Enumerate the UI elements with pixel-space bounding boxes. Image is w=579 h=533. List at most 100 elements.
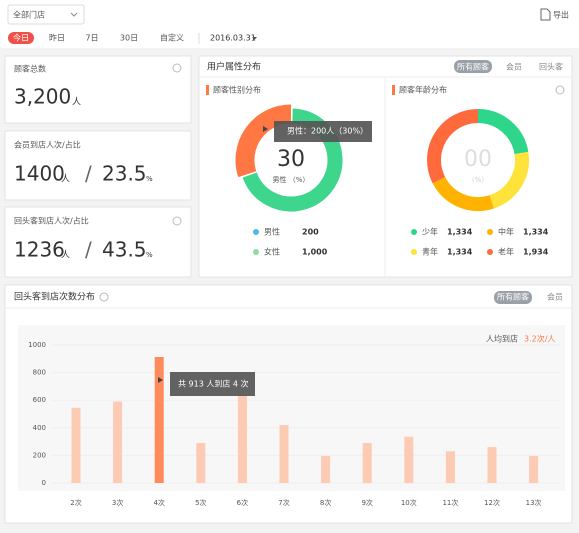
bar — [71, 407, 81, 483]
summary-label: 人均到店 — [486, 334, 518, 344]
legend-name: 老年 — [498, 247, 514, 257]
card-unit: 人 — [61, 250, 70, 261]
card-unit: 人 — [72, 97, 81, 108]
legend-dot — [253, 249, 259, 255]
panel-title: 回头客到店次数分布 — [14, 291, 95, 303]
date-tab[interactable]: 昨日 — [49, 33, 65, 43]
legend-name: 男性 — [264, 227, 280, 237]
toolbar — [0, 0, 579, 30]
card — [4, 206, 192, 278]
x-tick-label: 4次 — [153, 498, 164, 507]
bar — [362, 442, 372, 483]
help-icon[interactable] — [172, 216, 182, 226]
x-tick-label: 6次 — [237, 498, 248, 507]
card-sep: / — [85, 238, 92, 262]
bar — [154, 357, 164, 483]
accent — [392, 85, 395, 95]
legend-name: 少年 — [422, 227, 438, 237]
tab[interactable]: 会员 — [547, 292, 563, 302]
card-ratio-unit: % — [146, 251, 153, 259]
donut-center-label: 男性 （%） — [273, 175, 310, 184]
bar — [404, 436, 414, 483]
bar — [487, 447, 497, 483]
cursor — [263, 126, 268, 132]
cursor — [158, 377, 163, 383]
tab[interactable]: 所有顾客 — [457, 62, 489, 72]
card-ratio: 43.5 — [102, 238, 147, 262]
chevron — [70, 12, 78, 17]
legend-name: 中年 — [498, 227, 514, 237]
tooltip-text: 男性：200人（30%） — [287, 126, 368, 136]
tooltip — [170, 372, 255, 396]
y-tick-label: 800 — [33, 369, 46, 377]
tab[interactable]: 会员 — [506, 62, 522, 72]
store-label: 全部门店 — [13, 10, 45, 20]
card-sep: / — [85, 162, 92, 186]
section-title: 顾客年龄分布 — [399, 85, 447, 95]
card — [4, 55, 192, 124]
export-icon[interactable] — [540, 8, 551, 21]
donut-segment — [432, 176, 494, 211]
help-icon[interactable] — [99, 292, 109, 302]
legend-value: 1,000 — [302, 248, 328, 257]
summary-value: 3.2次/人 — [524, 334, 555, 344]
tab[interactable]: 回头客 — [539, 62, 563, 72]
card-value: 1236 — [14, 238, 65, 262]
y-tick-label: 600 — [33, 396, 46, 404]
tab-active[interactable] — [454, 60, 492, 73]
bar — [279, 425, 289, 483]
date-tab[interactable]: 自定义 — [160, 33, 184, 43]
bar — [445, 451, 455, 483]
legend-dot — [253, 229, 259, 235]
card-ratio: 23.5 — [102, 162, 147, 186]
bar — [529, 456, 539, 483]
store-select[interactable] — [7, 4, 85, 25]
date-picker[interactable]: 2016.03.31 — [210, 34, 256, 43]
help-icon[interactable] — [555, 85, 565, 95]
y-tick-label: 200 — [33, 451, 46, 459]
x-tick-label: 5次 — [195, 498, 206, 507]
legend-value: 200 — [302, 228, 319, 237]
card-value: 3,200 — [14, 85, 71, 109]
tab[interactable]: 所有顾客 — [497, 292, 529, 302]
card-title: 回头客到店人次/占比 — [14, 216, 89, 226]
y-tick-label: 1000 — [28, 341, 46, 349]
accent — [206, 85, 209, 95]
card-value: 1400 — [14, 162, 65, 186]
x-tick-label: 11次 — [442, 498, 458, 507]
tab-active[interactable] — [8, 32, 34, 44]
legend-dot — [487, 229, 493, 235]
x-tick-label: 10次 — [401, 498, 417, 507]
donut-center: 00 — [464, 147, 492, 172]
card-title: 会员到店人次/占比 — [14, 140, 81, 150]
date-tab[interactable]: 30日 — [120, 34, 138, 43]
tooltip-text: 共 913 人到店 4 次 — [178, 379, 249, 389]
legend-value: 1,334 — [447, 248, 473, 257]
section-title: 顾客性别分布 — [213, 85, 261, 95]
date-tab[interactable]: 今日 — [13, 33, 29, 43]
tab-active[interactable] — [494, 291, 532, 304]
card-ratio-unit: % — [146, 175, 153, 183]
bar — [237, 394, 247, 483]
legend-value: 1,934 — [523, 248, 549, 257]
export-label[interactable]: 导出 — [553, 10, 569, 20]
date-tab[interactable]: 7日 — [85, 34, 98, 43]
plot-area — [18, 325, 565, 491]
legend-value: 1,334 — [447, 228, 473, 237]
donut-center: 30 — [277, 147, 305, 172]
help-icon[interactable] — [172, 63, 182, 73]
bar — [196, 442, 206, 483]
x-tick-label: 8次 — [320, 498, 331, 507]
legend-value: 1,334 — [523, 228, 549, 237]
x-tick-label: 7次 — [278, 498, 289, 507]
bar — [321, 456, 331, 483]
donut-segment — [235, 104, 292, 178]
donut-center-label: （%） — [468, 176, 489, 184]
panel-title: 用户属性分布 — [207, 61, 261, 73]
legend-name: 女性 — [264, 247, 280, 257]
donut-segment — [477, 109, 529, 155]
legend-dot — [487, 249, 493, 255]
card-unit: 人 — [61, 174, 70, 185]
y-tick-label: 0 — [42, 479, 46, 487]
